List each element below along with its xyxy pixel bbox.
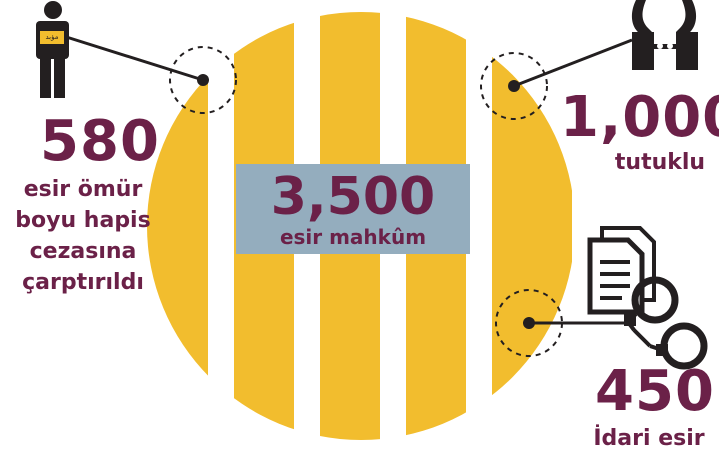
- bottom-right-value: 450: [595, 359, 715, 424]
- left-line-3: cezasına: [29, 239, 137, 264]
- prisoner-icon: [36, 1, 69, 98]
- center-label: esir mahkûm: [279, 225, 427, 249]
- connector-bottom-right: [495, 289, 632, 357]
- left-value: 580: [40, 109, 160, 174]
- center-value: 3,500: [270, 167, 436, 227]
- left-line-2: boyu hapis: [15, 208, 151, 233]
- documents-icon: [587, 226, 656, 315]
- left-line-4: çarptırıldı: [22, 270, 144, 295]
- prisoner-badge-text: مؤبد: [45, 33, 59, 41]
- connector-left: [59, 33, 237, 114]
- top-right-label: tutuklu: [614, 150, 706, 175]
- center-box: 3,500 esir mahkûm: [236, 164, 470, 254]
- handcuffed-hands-icon: [631, 0, 698, 70]
- connector-top-right: [480, 38, 633, 120]
- bottom-right-label: İdari esir: [593, 426, 705, 451]
- top-right-value: 1,000: [560, 85, 719, 150]
- left-line-1: esir ömür: [23, 177, 143, 202]
- prisoner-badge: [40, 31, 64, 44]
- handcuffs-icon: [624, 276, 708, 370]
